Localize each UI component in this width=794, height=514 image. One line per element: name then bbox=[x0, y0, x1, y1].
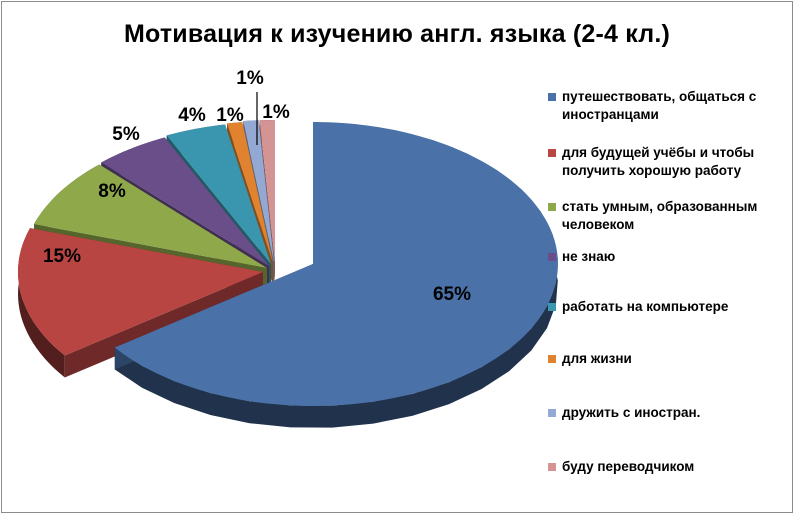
pie-slice-top-7 bbox=[243, 120, 274, 262]
data-label-1: 65% bbox=[433, 284, 471, 305]
legend-swatch-8 bbox=[548, 463, 556, 471]
legend-item-2: для будущей учёбы и чтобы получить хорош… bbox=[548, 144, 788, 180]
legend-label-7: дружить с иностран. bbox=[562, 405, 701, 420]
legend-item-4: не знаю bbox=[548, 248, 788, 266]
pie-slice-top-6 bbox=[227, 122, 273, 263]
data-label-3: 8% bbox=[98, 181, 126, 202]
data-label-5: 4% bbox=[178, 105, 206, 126]
pie-slice-top-4 bbox=[101, 137, 269, 266]
legend-swatch-2 bbox=[548, 149, 556, 157]
legend-label-6: для жизни bbox=[562, 351, 632, 366]
legend-label-3: стать умным, образованным человеком bbox=[562, 199, 758, 232]
legend-item-6: для жизни bbox=[548, 350, 788, 368]
legend-swatch-4 bbox=[548, 253, 556, 261]
pie-slice-top-8 bbox=[259, 120, 275, 262]
pie-slice-2 bbox=[17, 228, 263, 378]
chart-title: Мотивация к изучению англ. языка (2-4 кл… bbox=[123, 20, 671, 48]
data-label-4: 5% bbox=[112, 124, 140, 145]
pie-slice-top-5 bbox=[166, 124, 271, 264]
pie-slice-top-1 bbox=[114, 122, 558, 407]
legend-label-4: не знаю bbox=[562, 249, 616, 264]
data-label-6: 1% bbox=[216, 105, 244, 126]
pie-slice-top-2 bbox=[17, 228, 263, 356]
legend-label-5: работать на компьютере bbox=[562, 299, 729, 314]
legend-swatch-7 bbox=[548, 409, 556, 417]
legend-label-1: путешествовать, общаться с иностранцами bbox=[562, 89, 757, 122]
pie-slice-top-3 bbox=[34, 164, 267, 268]
data-label-8: 1% bbox=[262, 102, 290, 123]
legend-item-1: путешествовать, общаться с иностранцами bbox=[548, 88, 788, 124]
data-label-2: 15% bbox=[43, 246, 81, 267]
legend-item-8: буду переводчиком bbox=[548, 458, 788, 476]
legend-swatch-1 bbox=[548, 93, 556, 101]
legend-item-5: работать на компьютере bbox=[548, 298, 788, 316]
legend-swatch-5 bbox=[548, 303, 556, 311]
legend-swatch-6 bbox=[548, 355, 556, 363]
pie-slice-side-2 bbox=[18, 228, 65, 378]
legend-item-3: стать умным, образованным человеком bbox=[548, 198, 788, 234]
legend-swatch-3 bbox=[548, 203, 556, 211]
data-label-7: 1% bbox=[236, 68, 264, 89]
legend-label-2: для будущей учёбы и чтобы получить хорош… bbox=[562, 145, 755, 178]
legend-label-8: буду переводчиком bbox=[562, 459, 695, 474]
pie-slice-1 bbox=[114, 122, 558, 428]
legend-item-7: дружить с иностран. bbox=[548, 404, 788, 422]
pie-slice-wall-2-1 bbox=[64, 272, 263, 378]
